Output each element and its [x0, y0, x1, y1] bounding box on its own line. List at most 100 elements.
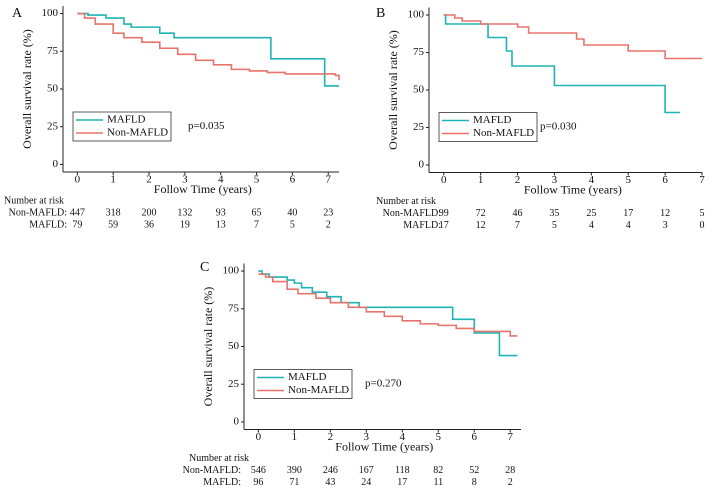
legend-box	[438, 112, 538, 142]
x-tick-label: 5	[436, 431, 442, 443]
y-tick-label: 0	[419, 159, 425, 171]
x-tick-label: 3	[552, 174, 558, 186]
risk-count: 72	[476, 208, 486, 219]
x-tick-label: 7	[507, 431, 513, 443]
y-tick-label: 25	[413, 121, 425, 133]
y-tick-label: 100	[42, 7, 59, 19]
risk-count: 2	[326, 219, 331, 230]
risk-count: 59	[108, 219, 118, 230]
x-tick-label: 6	[662, 174, 668, 186]
risk-count: 46	[513, 208, 523, 219]
risk-count: 132	[177, 207, 192, 218]
risk-row-label: Non-MAFLD:	[183, 465, 241, 476]
y-tick-label: 100	[223, 265, 240, 277]
risk-row-label: MAFLD:	[29, 219, 67, 230]
y-tick-label: 50	[228, 340, 240, 352]
legend-box	[72, 111, 172, 142]
risk-count: 8	[472, 477, 477, 488]
x-tick-label: 1	[478, 174, 484, 186]
y-tick-label: 50	[413, 84, 425, 96]
y-tick-label: 0	[53, 158, 59, 170]
panel-label: B	[376, 6, 385, 21]
risk-count: 390	[287, 465, 302, 476]
risk-count: 35	[549, 208, 559, 219]
y-tick-label: 25	[47, 120, 59, 132]
x-tick-label: 0	[256, 431, 262, 443]
x-tick-label: 4	[400, 431, 406, 443]
risk-count: 200	[142, 207, 157, 218]
y-axis-label: Overall survival rate (%)	[386, 30, 400, 150]
survival-curve	[443, 14, 680, 114]
legend-label: Non-MAFLD	[473, 127, 534, 139]
survival-curve	[77, 12, 339, 87]
x-tick-label: 3	[182, 174, 188, 186]
risk-count: 4	[589, 220, 594, 231]
y-tick-label: 75	[413, 46, 425, 58]
risk-count: 546	[251, 465, 266, 476]
x-axis-label: Follow Time (years)	[154, 182, 252, 196]
x-tick-label: 5	[254, 174, 260, 186]
risk-count: 17	[397, 477, 407, 488]
x-tick-label: 1	[292, 431, 298, 443]
x-tick-label: 5	[625, 174, 631, 186]
y-tick-label: 50	[47, 83, 59, 95]
risk-count: 318	[106, 207, 121, 218]
risk-table-title: Number at risk	[189, 453, 249, 464]
x-tick-label: 0	[441, 174, 447, 186]
x-tick-label: 2	[146, 174, 152, 186]
survival-curve	[443, 14, 702, 60]
risk-count: 0	[700, 220, 705, 231]
risk-count: 13	[216, 219, 226, 230]
x-tick-label: 7	[699, 174, 705, 186]
risk-count: 52	[469, 465, 479, 476]
risk-count: 40	[287, 207, 297, 218]
legend-label: Non-MAFLD	[288, 384, 349, 396]
x-tick-label: 3	[364, 431, 370, 443]
panel-label: A	[12, 6, 23, 21]
legend-label: MAFLD	[473, 114, 512, 126]
risk-count: 17	[623, 208, 633, 219]
legend-label: MAFLD	[288, 371, 327, 383]
risk-count: 19	[180, 219, 190, 230]
risk-count: 3	[663, 220, 668, 231]
x-tick-label: 6	[290, 174, 296, 186]
y-tick-label: 25	[228, 378, 240, 390]
risk-count: 96	[253, 477, 263, 488]
legend-box	[253, 369, 353, 399]
risk-count: 5	[700, 208, 705, 219]
risk-row-label: MAFLD:	[403, 220, 441, 231]
y-tick-label: 75	[228, 302, 240, 314]
risk-count: 79	[72, 219, 82, 230]
risk-count: 118	[395, 465, 410, 476]
x-tick-label: 0	[75, 174, 81, 186]
p-value: p=0.035	[188, 120, 225, 132]
risk-row-label: Non-MAFLD:	[9, 207, 67, 218]
risk-count: 7	[254, 219, 259, 230]
risk-count: 12	[476, 220, 486, 231]
risk-row-label: Non-MAFLD:	[383, 208, 441, 219]
x-tick-label: 1	[110, 174, 116, 186]
risk-count: 23	[323, 207, 333, 218]
risk-table-title: Number at risk	[4, 195, 64, 206]
risk-count: 167	[359, 465, 374, 476]
legend-label: Non-MAFLD	[107, 127, 168, 139]
panel-label: C	[200, 260, 209, 275]
risk-count: 43	[325, 477, 335, 488]
risk-table-title: Number at risk	[376, 196, 436, 207]
y-tick-label: 0	[234, 415, 240, 427]
risk-count: 28	[505, 465, 515, 476]
risk-count: 93	[216, 207, 226, 218]
x-tick-label: 4	[218, 174, 224, 186]
p-value: p=0.030	[540, 121, 577, 133]
risk-count: 25	[586, 208, 596, 219]
x-tick-label: 2	[515, 174, 521, 186]
risk-count: 5	[290, 219, 295, 230]
x-axis-label: Follow Time (years)	[335, 439, 433, 453]
risk-row-label: MAFLD:	[203, 477, 241, 488]
risk-count: 36	[144, 219, 154, 230]
risk-count: 7	[515, 220, 520, 231]
x-axis-label: Follow Time (years)	[524, 182, 622, 196]
x-tick-label: 2	[328, 431, 334, 443]
risk-count: 99	[439, 208, 449, 219]
